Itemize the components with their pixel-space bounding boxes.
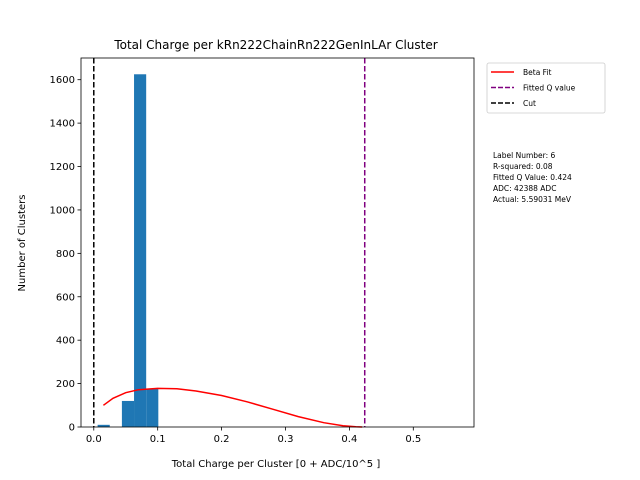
- info-box: Label Number: 6 R-squared: 0.08 Fitted Q V…: [493, 151, 572, 204]
- histogram-bar: [134, 74, 147, 427]
- legend-frame: [486, 62, 606, 114]
- y-tick-label: 800: [56, 249, 75, 260]
- legend-label: Beta Fit: [523, 68, 552, 77]
- plot-area: 0.0 0.1 0.2 0.3 0.4 0.5 0 200 400 600 800 1000 1200 1…: [50, 57, 475, 445]
- y-tick-label: 400: [56, 336, 75, 347]
- histogram-bar: [146, 389, 159, 427]
- x-tick-label: 0.3: [278, 434, 294, 445]
- info-line: Actual: 5.59031 MeV: [493, 195, 572, 204]
- y-tick-label: 1000: [50, 205, 75, 216]
- x-tick-label: 0.5: [405, 434, 421, 445]
- x-tick-label: 0.2: [214, 434, 230, 445]
- y-tick-label: 1200: [50, 162, 75, 173]
- x-tick-label: 0.0: [86, 434, 102, 445]
- info-line: R-squared: 0.08: [493, 162, 553, 171]
- x-tick-label: 0.4: [341, 434, 357, 445]
- axes-frame: [80, 57, 475, 428]
- beta-fit-curve: [102, 387, 363, 428]
- y-tick-label: 1400: [50, 119, 75, 130]
- y-tick-label: 1600: [50, 75, 75, 86]
- legend-label: Cut: [523, 99, 536, 108]
- info-line: Label Number: 6: [493, 151, 556, 160]
- y-tick-label: 200: [56, 379, 75, 390]
- histogram-bar: [121, 400, 135, 427]
- chart-title: Total Charge per kRn222ChainRn222GenInLA…: [113, 38, 437, 52]
- info-line: ADC: 42388 ADC: [493, 184, 556, 193]
- info-line: Fitted Q Value: 0.424: [493, 173, 572, 182]
- legend-label: Fitted Q value: [523, 84, 576, 93]
- y-axis-label: Number of Clusters: [17, 195, 28, 292]
- histogram-bar: [97, 424, 110, 427]
- y-tick-label: 600: [56, 292, 75, 303]
- y-tick-label: 0: [69, 423, 75, 434]
- x-axis-label: Total Charge per Cluster [0 + ADC/10^5 ]: [171, 459, 381, 470]
- x-tick-label: 0.1: [150, 434, 166, 445]
- legend: Beta Fit Fitted Q value Cut: [486, 62, 606, 114]
